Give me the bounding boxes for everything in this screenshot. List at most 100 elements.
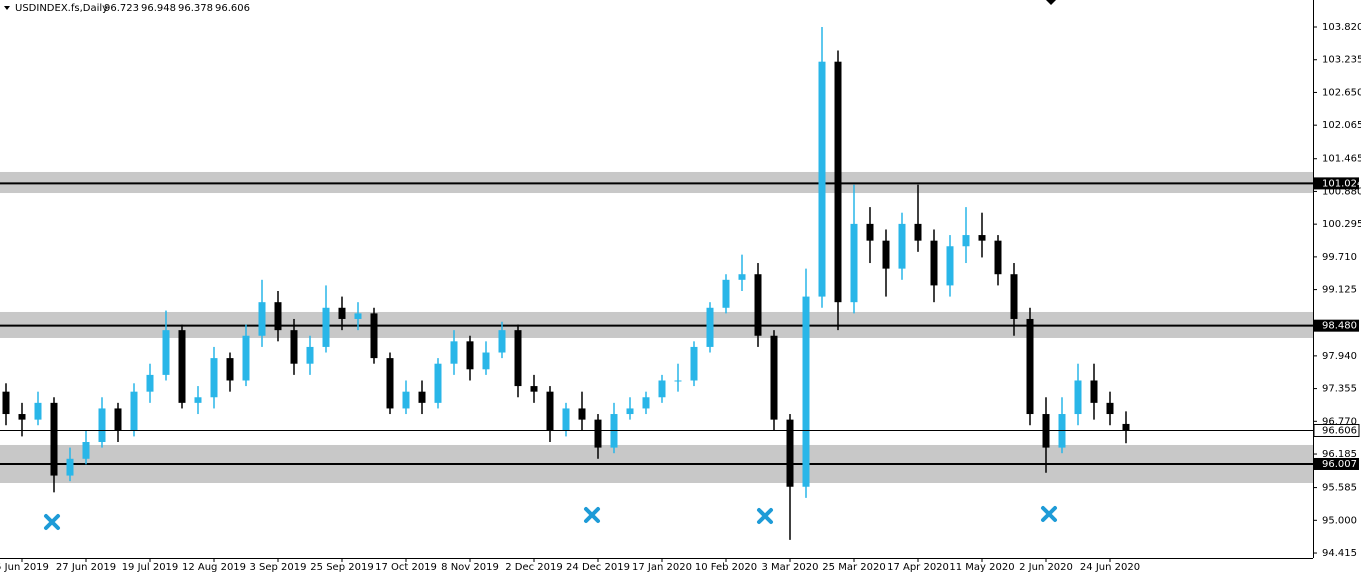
current-price-label: 96.606	[1322, 425, 1357, 436]
candle-body	[242, 335, 250, 381]
candle-body	[418, 391, 426, 403]
candle-body	[98, 408, 106, 443]
x-tick-label: 5 Jun 2019	[0, 562, 49, 573]
candle-body	[274, 302, 282, 331]
shift-marker	[1046, 0, 1056, 5]
candle-body	[914, 223, 922, 241]
candle-body	[818, 61, 826, 297]
candle-body	[210, 358, 218, 398]
candle-body	[962, 235, 970, 247]
header-low: 96.378	[178, 3, 213, 14]
y-tick-label: 95.585	[1322, 483, 1357, 494]
candle-body	[706, 307, 714, 347]
candle-body	[146, 374, 154, 392]
candle-body	[370, 313, 378, 359]
candle-body	[546, 391, 554, 431]
y-tick-label: 102.065	[1322, 120, 1361, 131]
y-tick-label: 103.235	[1322, 55, 1361, 66]
y-tick-label: 101.465	[1322, 154, 1361, 165]
candle-body	[402, 391, 410, 409]
x-tick-label: 2 Dec 2019	[505, 562, 563, 573]
level-price-box	[1314, 177, 1359, 190]
candle-body	[786, 419, 794, 487]
x-tick-label: 24 Jun 2020	[1080, 562, 1140, 573]
x-tick-label: 25 Mar 2020	[822, 562, 885, 573]
x-tick-label: 17 Apr 2020	[887, 562, 949, 573]
header-close: 96.606	[215, 3, 250, 14]
x-tick-label: 12 Aug 2019	[182, 562, 246, 573]
candle-body	[114, 408, 122, 431]
x-tick-label: 8 Nov 2019	[441, 562, 499, 573]
candle-body	[882, 240, 890, 269]
current-price-box	[1313, 423, 1360, 437]
candle-body	[898, 223, 906, 269]
x-tick-label: 10 Feb 2020	[695, 562, 757, 573]
x-tick-label: 27 Jun 2019	[56, 562, 116, 573]
candle-body	[386, 358, 394, 409]
candle-body	[802, 296, 810, 487]
candle-body	[1106, 402, 1114, 415]
x-marker	[757, 508, 773, 524]
candle-body	[450, 341, 458, 364]
candle-body	[1026, 318, 1034, 415]
x-tick-label: 25 Sep 2019	[310, 562, 373, 573]
x-tick-label: 17 Oct 2019	[375, 562, 437, 573]
candle-body	[66, 458, 74, 476]
level-price-label: 98.480	[1322, 321, 1357, 332]
candle-body	[482, 352, 490, 370]
menu-arrow[interactable]	[4, 6, 10, 10]
header-open: 96.723	[104, 3, 139, 14]
candle-body	[866, 223, 874, 241]
candle-body	[642, 397, 650, 409]
y-tick-label: 97.940	[1322, 351, 1357, 362]
candle-body	[18, 414, 26, 420]
candle-body	[530, 386, 538, 392]
candle-body	[626, 408, 634, 415]
level-price-box	[1314, 457, 1359, 470]
candle-body	[466, 341, 474, 370]
candle-body	[658, 380, 666, 398]
level-price-box	[1314, 319, 1359, 332]
candle-body	[434, 363, 442, 403]
candle-body	[738, 274, 746, 280]
candle-body	[258, 302, 266, 336]
candle-body	[834, 61, 842, 303]
candle-body	[994, 240, 1002, 275]
x-tick-label: 24 Dec 2019	[566, 562, 630, 573]
candle-body	[754, 274, 762, 336]
candle-body	[162, 330, 170, 375]
y-tick-label: 103.820	[1322, 22, 1361, 33]
x-tick-label: 2 Jun 2020	[1019, 562, 1073, 573]
header-high: 96.948	[141, 3, 176, 14]
y-tick-label: 102.650	[1322, 87, 1361, 98]
candle-body	[306, 346, 314, 364]
candle-body	[578, 408, 586, 420]
candle-body	[178, 330, 186, 403]
y-tick-label: 100.295	[1322, 219, 1361, 230]
candle-body	[946, 246, 954, 286]
candle-body	[722, 279, 730, 308]
x-tick-label: 11 May 2020	[949, 562, 1014, 573]
candle-body	[674, 380, 682, 382]
candle-body	[290, 330, 298, 364]
y-tick-label: 100.880	[1322, 186, 1361, 197]
y-tick-label: 96.770	[1322, 416, 1357, 427]
candle-body	[226, 358, 234, 381]
x-marker	[584, 507, 600, 523]
y-tick-label: 97.355	[1322, 384, 1357, 395]
level-price-label: 101.024	[1322, 178, 1361, 189]
candle-body	[1010, 274, 1018, 319]
candle-body	[322, 307, 330, 347]
candle-body	[194, 397, 202, 403]
candle-body	[514, 330, 522, 387]
x-tick-label: 17 Jan 2020	[632, 562, 692, 573]
candle-body	[978, 235, 986, 241]
x-marker	[1041, 506, 1057, 522]
x-tick-label: 3 Sep 2019	[249, 562, 306, 573]
chart-title: USDINDEX.fs,Daily	[15, 3, 108, 14]
candle-body	[562, 408, 570, 431]
candle-body	[82, 442, 90, 459]
